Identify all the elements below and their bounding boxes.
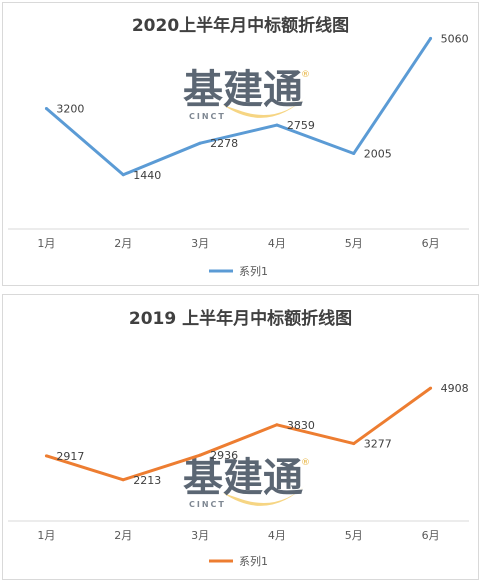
chart-2020-title: 2020上半年月中标额折线图	[131, 16, 350, 36]
chart-2020-panel: 2020上半年月中标额折线图 基建通 CINCT ® 1月 2月 3月 4月 5月 6月 3…	[2, 2, 479, 286]
x-tick-label: 1月	[37, 529, 55, 542]
data-point	[429, 36, 433, 40]
data-label: 3277	[364, 438, 392, 451]
watermark-mark: ®	[301, 458, 310, 468]
data-point	[275, 423, 279, 427]
x-tick-label: 2月	[114, 237, 132, 250]
x-tick-label: 1月	[37, 237, 55, 250]
data-label: 1440	[133, 169, 161, 182]
watermark-text: 基建通	[183, 455, 303, 501]
legend-label: 系列1	[239, 264, 268, 278]
data-label: 2005	[364, 147, 392, 160]
data-point	[352, 151, 356, 155]
data-label: 2759	[287, 119, 315, 132]
data-label: 2213	[133, 474, 161, 487]
data-label: 3830	[287, 419, 315, 432]
watermark-logo: 基建通 CINCT ®	[183, 455, 310, 509]
x-tick-label: 6月	[422, 237, 440, 250]
chart-2019-panel: 2019 上半年月中标额折线图 基建通 CINCT ® 1月 2月 3月 4月 5月 6月…	[2, 294, 479, 580]
x-tick-label: 3月	[191, 529, 209, 542]
data-label: 3200	[56, 102, 84, 115]
data-point	[198, 141, 202, 145]
x-tick-label: 6月	[422, 529, 440, 542]
watermark-subtext: CINCT	[189, 500, 226, 509]
data-label: 2278	[210, 137, 238, 150]
watermark-mark: ®	[301, 70, 310, 80]
data-label: 2936	[210, 449, 238, 462]
data-point	[121, 478, 125, 482]
x-tick-label: 4月	[268, 529, 286, 542]
data-point	[44, 454, 48, 458]
x-tick-label: 5月	[345, 529, 363, 542]
data-point	[44, 106, 48, 110]
data-label: 2917	[56, 450, 84, 463]
data-point	[352, 442, 356, 446]
chart-2019-title: 2019 上半年月中标额折线图	[128, 309, 353, 329]
x-tick-label: 4月	[268, 237, 286, 250]
data-point	[198, 453, 202, 457]
x-tick-label: 3月	[191, 237, 209, 250]
x-tick-label: 2月	[114, 529, 132, 542]
watermark-text: 基建通	[183, 67, 303, 113]
watermark-logo: 基建通 CINCT ®	[183, 67, 310, 121]
series-line	[45, 386, 432, 482]
data-label: 4908	[441, 382, 469, 395]
chart-2020-plot: 基建通 CINCT ® 1月 2月 3月 4月 5月 6月 3200 1440 2278 2759…	[8, 32, 469, 278]
data-point	[121, 173, 125, 177]
watermark-swoosh	[223, 483, 308, 506]
data-point	[275, 123, 279, 127]
legend: 系列1	[209, 264, 268, 278]
series-line	[45, 37, 432, 177]
watermark-subtext: CINCT	[189, 112, 226, 121]
data-label: 5060	[441, 32, 469, 45]
data-point	[429, 386, 433, 390]
watermark-swoosh	[223, 95, 308, 118]
x-tick-label: 5月	[345, 237, 363, 250]
chart-2019-plot: 基建通 CINCT ® 1月 2月 3月 4月 5月 6月 2917 2213 2936 3830…	[8, 382, 469, 568]
legend: 系列1	[209, 554, 268, 568]
legend-label: 系列1	[239, 554, 268, 568]
